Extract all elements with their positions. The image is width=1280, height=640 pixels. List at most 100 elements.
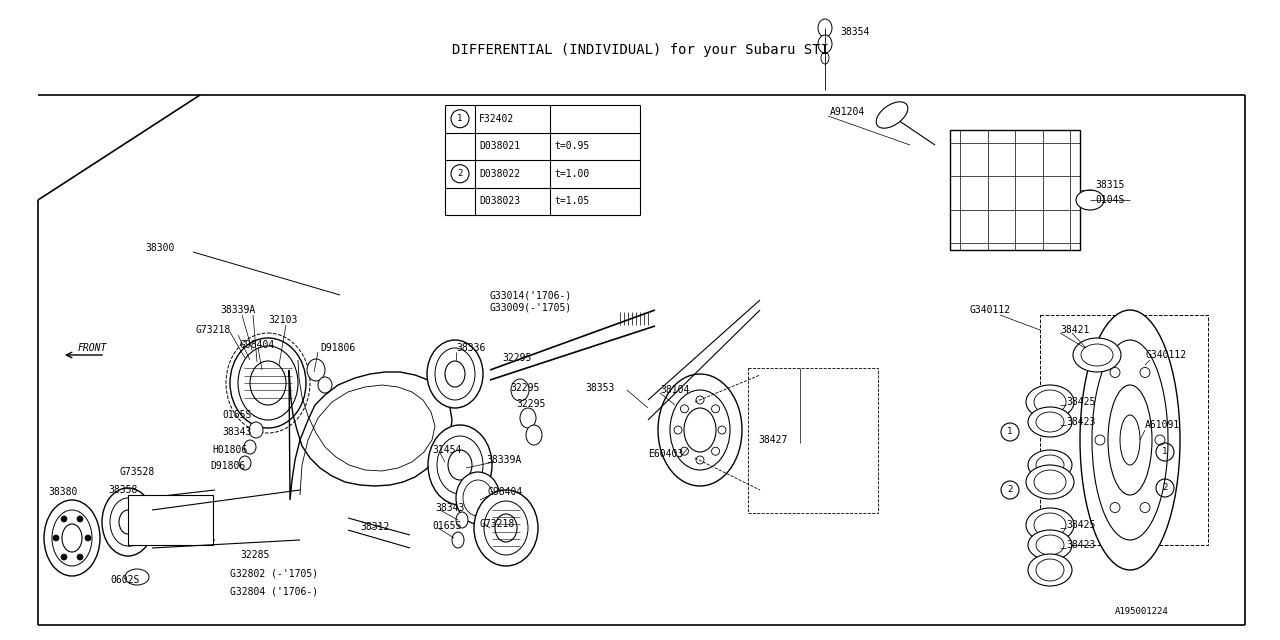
Text: G32804 ('1706-): G32804 ('1706-) — [230, 586, 319, 596]
Text: DIFFERENTIAL (INDIVIDUAL) for your Subaru STI: DIFFERENTIAL (INDIVIDUAL) for your Subar… — [452, 43, 828, 57]
Text: 38421: 38421 — [1060, 325, 1089, 335]
Text: 0165S: 0165S — [433, 521, 461, 531]
Text: D91806: D91806 — [320, 343, 356, 353]
Text: 0602S: 0602S — [110, 575, 140, 585]
Text: 38336: 38336 — [456, 343, 485, 353]
Ellipse shape — [125, 569, 148, 585]
Text: G33014('1706-): G33014('1706-) — [490, 290, 572, 300]
Ellipse shape — [658, 374, 742, 486]
Text: 38380: 38380 — [49, 487, 77, 497]
Ellipse shape — [119, 510, 137, 534]
Text: G32802 (-'1705): G32802 (-'1705) — [230, 568, 319, 578]
Text: 38423: 38423 — [1066, 540, 1096, 550]
Ellipse shape — [1027, 465, 1074, 499]
Ellipse shape — [317, 377, 332, 393]
Text: 38343: 38343 — [435, 503, 465, 513]
Text: 38312: 38312 — [360, 522, 389, 532]
Text: G98404: G98404 — [488, 487, 524, 497]
Text: F32402: F32402 — [479, 114, 515, 124]
Text: G33009(-'1705): G33009(-'1705) — [490, 303, 572, 313]
Ellipse shape — [448, 450, 472, 480]
Ellipse shape — [1076, 190, 1103, 210]
Ellipse shape — [61, 524, 82, 552]
Text: 32295: 32295 — [502, 353, 531, 363]
Text: 38427: 38427 — [758, 435, 787, 445]
Text: 38353: 38353 — [585, 383, 614, 393]
Text: D038022: D038022 — [479, 169, 520, 179]
Text: t=1.00: t=1.00 — [554, 169, 589, 179]
Text: D038023: D038023 — [479, 196, 520, 206]
Ellipse shape — [456, 512, 468, 528]
Ellipse shape — [818, 19, 832, 37]
Ellipse shape — [520, 408, 536, 428]
Text: G73218: G73218 — [195, 325, 230, 335]
Ellipse shape — [230, 338, 306, 428]
Ellipse shape — [61, 554, 67, 560]
Ellipse shape — [102, 488, 154, 556]
Text: 38300: 38300 — [145, 243, 174, 253]
Text: 32103: 32103 — [268, 315, 297, 325]
Ellipse shape — [684, 408, 716, 452]
Text: 38315: 38315 — [1094, 180, 1124, 190]
Ellipse shape — [820, 52, 829, 64]
Text: 0104S: 0104S — [1094, 195, 1124, 205]
Ellipse shape — [1028, 450, 1073, 480]
Text: A61091: A61091 — [1146, 420, 1180, 430]
Text: t=1.05: t=1.05 — [554, 196, 589, 206]
Ellipse shape — [1028, 554, 1073, 586]
Ellipse shape — [428, 340, 483, 408]
Text: G98404: G98404 — [241, 340, 275, 350]
Text: 32295: 32295 — [516, 399, 545, 409]
Ellipse shape — [452, 532, 465, 548]
Text: 32285: 32285 — [241, 550, 269, 560]
Text: 38358: 38358 — [108, 485, 137, 495]
Ellipse shape — [52, 535, 59, 541]
Text: A91204: A91204 — [829, 107, 865, 117]
Bar — [748, 368, 878, 513]
Text: 38339A: 38339A — [486, 455, 521, 465]
Text: 2: 2 — [1007, 486, 1012, 495]
Text: G73218: G73218 — [480, 519, 516, 529]
Text: 31454: 31454 — [433, 445, 461, 455]
Text: 38339A: 38339A — [220, 305, 255, 315]
Ellipse shape — [428, 425, 492, 505]
Ellipse shape — [44, 500, 100, 576]
Ellipse shape — [1028, 407, 1073, 437]
Text: FRONT: FRONT — [78, 343, 108, 353]
Text: G340112: G340112 — [970, 305, 1011, 315]
Ellipse shape — [77, 554, 83, 560]
Ellipse shape — [445, 361, 465, 387]
Ellipse shape — [474, 490, 538, 566]
Text: D91806: D91806 — [210, 461, 246, 471]
Ellipse shape — [1027, 508, 1074, 542]
Text: 0165S: 0165S — [221, 410, 251, 420]
Text: t=0.95: t=0.95 — [554, 141, 589, 151]
Text: 38423: 38423 — [1066, 417, 1096, 427]
Text: 2: 2 — [457, 169, 462, 179]
Ellipse shape — [307, 359, 325, 381]
Text: 38104: 38104 — [660, 385, 690, 395]
Text: A195001224: A195001224 — [1115, 607, 1169, 616]
Ellipse shape — [1073, 338, 1121, 372]
Ellipse shape — [250, 422, 262, 438]
Text: 32295: 32295 — [509, 383, 539, 393]
Ellipse shape — [877, 102, 908, 128]
Text: 38343: 38343 — [221, 427, 251, 437]
Ellipse shape — [1027, 385, 1074, 419]
Bar — [1039, 315, 1208, 545]
Text: 2: 2 — [1162, 483, 1167, 493]
Text: 1: 1 — [457, 115, 462, 124]
Ellipse shape — [1028, 530, 1073, 560]
Text: E60403: E60403 — [648, 449, 684, 459]
Text: G73528: G73528 — [120, 467, 155, 477]
Ellipse shape — [526, 425, 541, 445]
Ellipse shape — [84, 535, 91, 541]
Ellipse shape — [456, 472, 500, 524]
Ellipse shape — [1108, 385, 1152, 495]
Text: 1: 1 — [1007, 428, 1012, 436]
Ellipse shape — [244, 440, 256, 454]
Ellipse shape — [239, 456, 251, 470]
Text: D038021: D038021 — [479, 141, 520, 151]
Bar — [128, 495, 212, 545]
Bar — [950, 130, 1080, 250]
